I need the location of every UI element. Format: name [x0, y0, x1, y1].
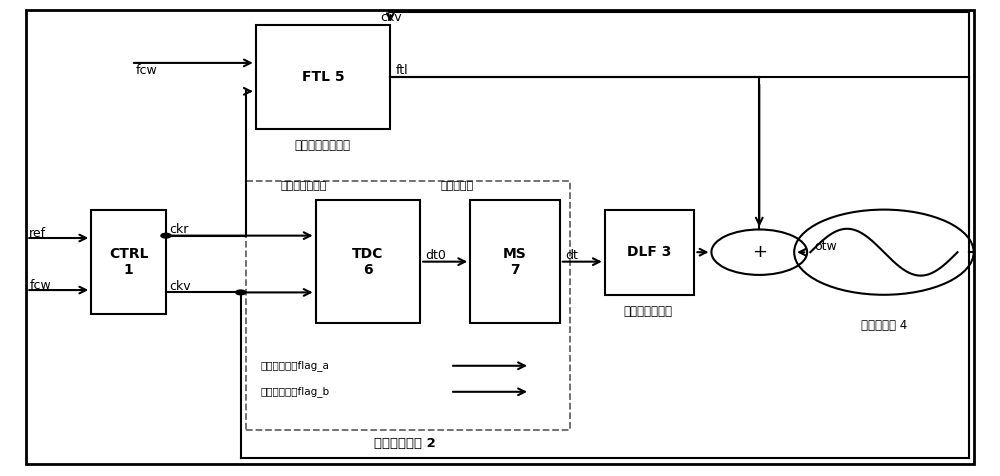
Circle shape [161, 233, 171, 238]
Text: 第二标志信号flag_b: 第二标志信号flag_b [261, 387, 330, 397]
Text: 数控振荡器 4: 数控振荡器 4 [861, 319, 907, 332]
Text: ckr: ckr [169, 223, 188, 237]
Text: ftl: ftl [395, 63, 408, 77]
Text: CTRL
1: CTRL 1 [109, 247, 148, 277]
Text: 第一标志信号flag_a: 第一标志信号flag_a [261, 360, 330, 371]
Text: dt: dt [565, 249, 578, 262]
Text: ckv: ckv [380, 11, 402, 24]
Text: ref: ref [29, 227, 46, 240]
Text: fcw: fcw [136, 63, 158, 77]
Text: fcw: fcw [29, 279, 51, 292]
FancyBboxPatch shape [26, 10, 974, 464]
FancyBboxPatch shape [605, 209, 694, 295]
Text: 辅助频率锁定电路: 辅助频率锁定电路 [294, 139, 350, 152]
FancyBboxPatch shape [256, 25, 390, 129]
Text: 数字环路滤波器: 数字环路滤波器 [623, 305, 672, 318]
Text: MS
7: MS 7 [503, 247, 527, 277]
Text: FTL 5: FTL 5 [302, 70, 344, 84]
Text: ckv: ckv [169, 280, 191, 293]
Text: TDC
6: TDC 6 [352, 247, 384, 277]
Text: +: + [752, 243, 767, 261]
Text: 模式切换器: 模式切换器 [440, 181, 473, 191]
Text: 时间数字转换器: 时间数字转换器 [281, 181, 327, 191]
Circle shape [236, 290, 246, 295]
Text: DLF 3: DLF 3 [627, 245, 672, 259]
FancyBboxPatch shape [316, 200, 420, 323]
FancyBboxPatch shape [91, 209, 166, 314]
Text: dt0: dt0 [425, 249, 446, 262]
Text: 亚采样鉴相器 2: 亚采样鉴相器 2 [374, 437, 436, 450]
Text: otw: otw [814, 239, 837, 253]
FancyBboxPatch shape [470, 200, 560, 323]
